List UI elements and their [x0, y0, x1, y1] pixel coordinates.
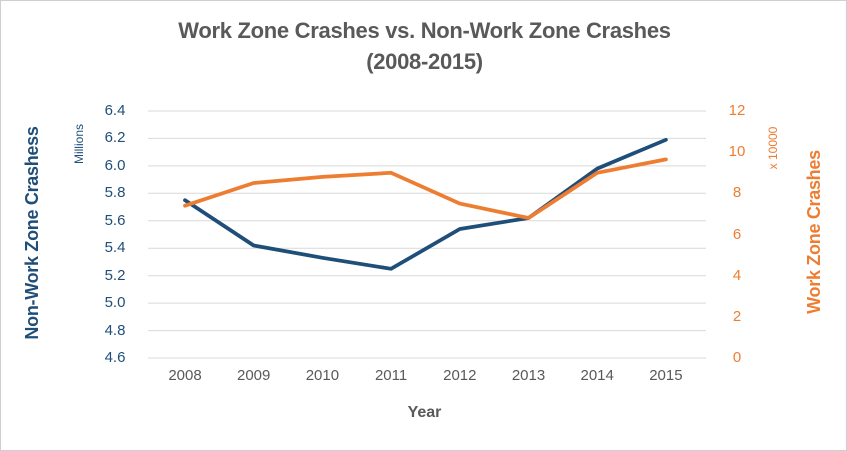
x-axis-title: Year [407, 404, 442, 421]
chart-title: Work Zone Crashes vs. Non-Work Zone Cras… [1, 15, 846, 77]
y-left-tick-label: 5.8 [104, 184, 126, 202]
y-left-tick-label: 5.6 [104, 211, 126, 229]
x-tick-label: 2010 [305, 367, 340, 384]
y-left-tick-label: 4.8 [104, 321, 126, 339]
y-right-tick-label: 0 [732, 349, 742, 366]
y-left-tick-label: 5.4 [104, 239, 126, 257]
y-right-tick-label: 12 [728, 102, 746, 119]
y-right-tick-label: 10 [728, 143, 746, 161]
line-series-work-zone-crashes [183, 157, 668, 220]
x-tick-label: 2012 [443, 367, 477, 384]
y-left-tick-label: 5.2 [104, 266, 126, 284]
y-right-tick-label: 2 [732, 307, 742, 325]
x-tick-label: 2013 [511, 367, 546, 384]
y-left-tick-label: 6.2 [104, 129, 126, 147]
y-right-tick-label: 4 [732, 266, 742, 284]
x-tick-label: 2015 [649, 367, 683, 384]
x-tick-label: 2009 [237, 367, 271, 384]
x-tick-label: 2008 [168, 367, 202, 384]
y-left-tick-label: 5.0 [104, 294, 126, 312]
y-right-axis-title: Work Zone Crashes [803, 150, 824, 314]
x-tick-label: 2014 [580, 367, 614, 384]
y-left-tick-label: 4.6 [104, 349, 126, 366]
y-left-tick-label: 6.0 [104, 156, 126, 174]
chart-title-line2: (2008-2015) [366, 49, 483, 74]
chart-title-line1: Work Zone Crashes vs. Non-Work Zone Cras… [178, 18, 671, 43]
y-right-unit-label: x 10000 [766, 126, 780, 170]
line-series-non-work-zone-crashes [183, 137, 668, 271]
y-right-tick-label: 6 [732, 225, 742, 243]
x-tick-label: 2011 [374, 367, 408, 384]
y-right-tick-label: 8 [732, 184, 742, 202]
y-left-tick-label: 6.4 [104, 102, 126, 119]
